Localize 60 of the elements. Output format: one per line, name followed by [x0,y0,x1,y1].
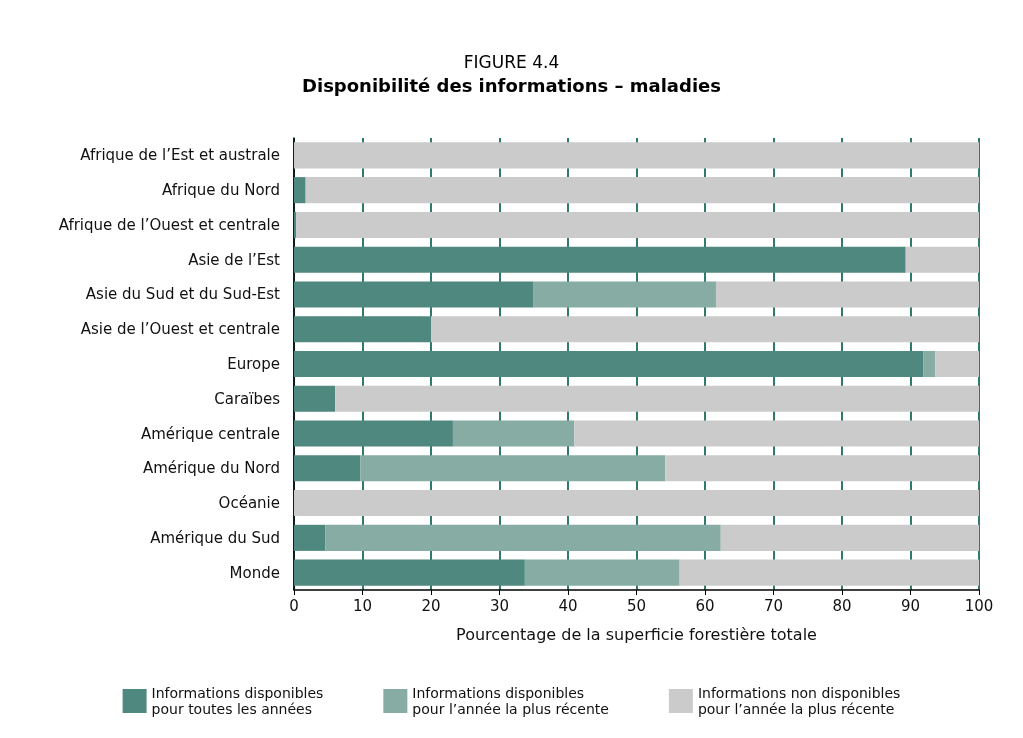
bar [294,524,326,551]
x-tick-label: 10 [352,596,373,615]
y-tick-label: Amérique du Sud [150,528,280,547]
y-tick-label: Asie de l’Est [188,250,281,269]
bar [294,350,924,378]
x-tick-label: 30 [489,596,510,615]
y-tick-label: Afrique du Nord [162,181,280,200]
y-tick-label: Amérique du Nord [142,459,280,478]
x-axis-title: Pourcentage de la superficie forestière totale [456,624,817,644]
bar [294,281,534,308]
y-tick-label: Europe [227,355,280,373]
bar [294,177,306,204]
bar [665,455,979,482]
x-tick-label: 60 [695,596,715,615]
y-tick-label: Monde [229,563,280,582]
x-tick-label: 70 [763,596,784,615]
x-tick-label: 80 [832,596,852,615]
bar [720,524,979,551]
bar [360,455,666,482]
x-tick-label: 90 [900,596,921,615]
bar [533,281,716,308]
bar [305,177,979,204]
bar [905,246,979,273]
x-tick-label: 0 [289,596,299,615]
y-tick-label: Afrique de l’Est et australe [80,146,280,165]
bar [296,211,979,238]
x-tick-label: 100 [964,596,994,615]
y-tick-label: Asie du Sud et du Sud-Est [85,285,281,304]
legend-label: Informations disponibles pour l’année la plus récente [412,685,609,717]
bar [715,281,979,308]
legend-label: Informations non disponibles pour l’année la plus récente [697,685,901,717]
y-tick-label: Amérique centrale [140,424,280,443]
bar [452,420,575,447]
x-tick-label: 20 [421,596,441,615]
x-tick-label: 50 [626,596,647,615]
chart-title: FIGURE 4.4 [463,51,560,72]
y-tick-label: Asie de l’Ouest et centrale [80,320,280,339]
bar [294,455,361,482]
bar [679,559,979,586]
y-tick-label: Caraïbes [214,389,281,408]
bar [294,316,431,343]
bar [294,246,906,273]
bar [335,385,979,412]
bar [431,316,979,343]
bar [574,420,979,447]
y-tick-label: Afrique de l’Ouest et centrale [58,215,280,234]
bar [294,385,336,412]
bar [294,490,979,517]
bar [294,559,525,586]
chart-subtitle: Disponibilité des informations – maladies [302,74,721,96]
bar [294,142,979,169]
legend-label: Informations disponibles pour toutes les années [151,685,324,717]
bar [325,524,721,551]
bar [294,211,297,238]
bar [524,559,680,586]
bar [923,350,936,378]
bar [935,350,979,378]
y-tick-label: Océanie [218,494,280,513]
bar [294,420,453,447]
x-tick-label: 40 [558,596,578,615]
